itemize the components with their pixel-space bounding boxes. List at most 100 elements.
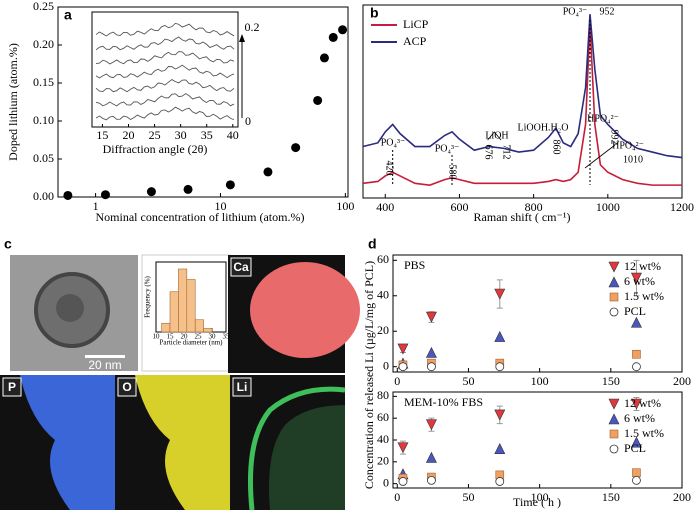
subplot-title: PBS: [404, 258, 425, 272]
pointer: [487, 131, 616, 169]
y-tick-label: 0.20: [33, 37, 54, 51]
marker: [630, 398, 642, 410]
inset-x-tick-label: 25: [149, 128, 161, 142]
marker: [632, 468, 641, 478]
x-tick-label: 400: [376, 200, 394, 214]
x-tick-label: 1200: [670, 200, 694, 214]
element-label: Li: [237, 380, 248, 394]
panel-letter: a: [64, 7, 72, 23]
legend-label: 6 wt%: [624, 274, 655, 288]
x-tick-label: 50: [462, 374, 474, 388]
label-box: [230, 257, 252, 277]
marker: [630, 272, 642, 284]
marker: [425, 451, 437, 463]
hist-y-label: Frequency (%): [144, 275, 152, 317]
x-tick-label: 10: [214, 199, 226, 213]
y-tick-label: 80: [377, 388, 389, 402]
x-tick-label: 0: [394, 490, 400, 504]
x-tick-label: 150: [602, 490, 620, 504]
x-tick-label: 1000: [596, 200, 620, 214]
x-tick-label: 15: [167, 333, 175, 341]
marker: [632, 475, 641, 485]
y-tick-label: 0: [383, 475, 389, 489]
subplot-title: MEM-10% FBS: [404, 395, 483, 409]
y-tick-label: 0: [383, 358, 389, 372]
y-tick-label: 40: [377, 288, 389, 302]
marker: [630, 436, 642, 448]
scale-label: 20 nm: [88, 358, 121, 372]
hist-bar: [178, 268, 188, 333]
hist-x-label: Particle diameter (nm): [160, 339, 224, 347]
point: [225, 180, 235, 190]
inset-frame: [91, 11, 239, 128]
xrd-curve: [95, 64, 235, 79]
marker: [632, 349, 641, 359]
y-tick-label: 0.00: [33, 189, 54, 203]
marker: [494, 330, 506, 342]
y-tick-label: 0.05: [33, 151, 54, 165]
x-tick-label: 30: [209, 333, 217, 341]
inset-x-tick-label: 40: [227, 128, 239, 142]
marker: [425, 311, 437, 323]
series-line: [362, 23, 682, 186]
series-line: [362, 14, 683, 159]
marker: [494, 409, 506, 421]
hist-bar: [194, 319, 204, 333]
xrd-curve: [95, 106, 235, 121]
element-label: P: [8, 380, 16, 394]
marker: [609, 292, 619, 302]
point: [63, 190, 73, 200]
element-label: O: [122, 380, 131, 394]
marker: [632, 362, 641, 372]
p-signal: [20, 375, 115, 510]
marker: [494, 288, 506, 300]
x-tick-label: 200: [673, 490, 691, 504]
legend-label: 12 wt%: [624, 396, 661, 410]
marker: [425, 419, 437, 431]
marker: [397, 343, 409, 355]
marker: [425, 346, 437, 358]
inset-x-tick-label: 20: [123, 128, 135, 142]
hist-bar: [203, 328, 213, 333]
li-signal-fill: [269, 405, 345, 510]
micrograph-panel: 20 nm Ca P O Li: [0, 254, 360, 510]
marker: [495, 477, 505, 486]
li-signal: [248, 386, 346, 510]
inset-x-tick-label: 15: [96, 128, 108, 142]
legend-label: PCL: [624, 441, 646, 455]
point: [313, 95, 323, 105]
annotation: HPO₄²⁻: [587, 113, 619, 124]
annotation: 860: [551, 140, 562, 155]
marker: [397, 442, 409, 454]
point: [263, 167, 273, 177]
hist-bar: [186, 279, 196, 333]
point: [100, 190, 110, 200]
x-tick-label: 600: [450, 200, 468, 214]
x-tick-label: 100: [336, 199, 354, 213]
point: [146, 187, 156, 197]
marker: [609, 429, 619, 439]
marker: [427, 475, 436, 485]
marker: [608, 413, 620, 425]
x-tick-label: 0: [394, 374, 400, 388]
legend-label: LiCP: [403, 17, 429, 31]
x-tick-label: 35: [223, 333, 231, 341]
y-tick-label: 0.25: [33, 0, 54, 13]
y-axis-label: Concentration of released Li (µg/L/mg of…: [362, 261, 376, 489]
plot-frame: [362, 4, 683, 199]
xrd-curve: [95, 79, 235, 93]
xrd-curve: [95, 51, 235, 65]
x-tick-label: 100: [531, 374, 549, 388]
inset-x-tick-label: 30: [175, 128, 187, 142]
annotation: PO₄³⁻: [435, 143, 460, 154]
panel-letter: b: [370, 5, 379, 21]
label-box: [2, 377, 22, 397]
marker: [398, 362, 408, 372]
label-box: [232, 377, 252, 397]
legend-label: 12 wt%: [624, 259, 661, 273]
y-tick-label: 20: [377, 454, 389, 468]
y-tick-label: 60: [377, 252, 389, 266]
inset-annotation: 0: [245, 114, 251, 128]
plot-frame: [392, 254, 683, 373]
x-tick-label: 100: [531, 490, 549, 504]
